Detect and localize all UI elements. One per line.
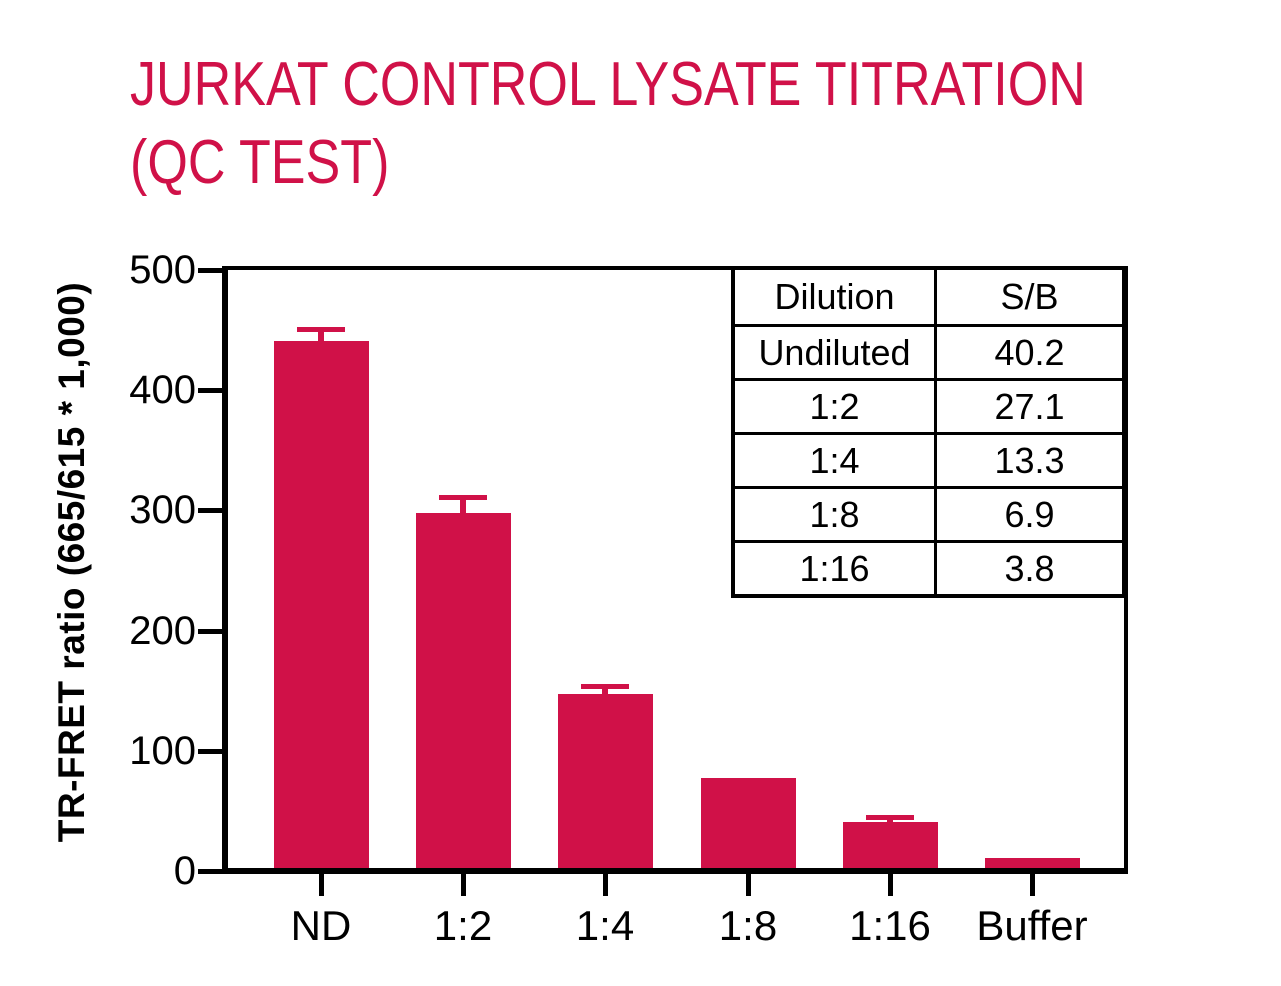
y-tick-mark-500	[198, 268, 222, 273]
y-tick-mark-400	[198, 388, 222, 393]
error-bar-stem-ND	[318, 329, 324, 343]
y-tick-label-0: 0	[173, 849, 196, 893]
chart-title-line-1: JURKAT CONTROL LYSATE TITRATION	[130, 50, 1086, 119]
bar-ND	[273, 341, 369, 868]
error-bar-stem-1:2	[460, 497, 466, 515]
x-tick-mark-Buffer	[1030, 874, 1035, 896]
error-bar-cap-1:2	[439, 495, 487, 500]
x-tick-label-1:2: 1:2	[433, 902, 493, 949]
table-sb-1:2: 27.1	[934, 378, 1122, 432]
bar-1:8	[700, 778, 796, 868]
y-tick-label-100: 100	[129, 729, 196, 773]
table-sb-1:4: 13.3	[934, 432, 1122, 486]
table-dilution-1:8: 1:8	[735, 486, 934, 540]
x-tick-mark-1:8	[746, 874, 751, 896]
bar-Buffer	[984, 858, 1080, 868]
error-bar-cap-1:4	[581, 684, 629, 689]
error-bar-stem-1:16	[887, 817, 893, 824]
error-bar-stem-1:4	[602, 686, 608, 696]
x-tick-mark-1:16	[888, 874, 893, 896]
bar-1:16	[842, 822, 938, 868]
bar-1:2	[415, 513, 511, 868]
y-tick-mark-0	[198, 869, 222, 874]
error-bar-cap-ND	[297, 327, 345, 332]
x-tick-label-1:8: 1:8	[718, 902, 778, 949]
x-tick-mark-ND	[319, 874, 324, 896]
y-tick-label-300: 300	[129, 488, 196, 532]
x-tick-mark-1:2	[461, 874, 466, 896]
table-sb-Undiluted: 40.2	[934, 324, 1122, 378]
table-dilution-1:16: 1:16	[735, 540, 934, 594]
table-dilution-1:2: 1:2	[735, 378, 934, 432]
y-tick-mark-200	[198, 629, 222, 634]
x-tick-label-ND: ND	[290, 902, 352, 949]
plot-area-frame	[222, 266, 1128, 874]
table-header-S/B: S/B	[934, 270, 1122, 324]
table-sb-1:16: 3.8	[934, 540, 1122, 594]
table-dilution-Undiluted: Undiluted	[735, 324, 934, 378]
y-tick-mark-300	[198, 508, 222, 513]
chart-title: JURKAT CONTROL LYSATE TITRATION (QC TEST…	[130, 46, 1086, 202]
x-tick-label-Buffer: Buffer	[976, 902, 1088, 949]
y-tick-label-400: 400	[129, 368, 196, 412]
table-sb-1:8: 6.9	[934, 486, 1122, 540]
y-tick-mark-100	[198, 749, 222, 754]
x-tick-label-1:4: 1:4	[575, 902, 635, 949]
table-header-Dilution: Dilution	[735, 270, 934, 324]
y-tick-label-500: 500	[129, 248, 196, 292]
error-bar-cap-1:16	[866, 815, 914, 820]
table-dilution-1:4: 1:4	[735, 432, 934, 486]
x-tick-label-1:16: 1:16	[849, 902, 931, 949]
x-tick-mark-1:4	[603, 874, 608, 896]
dilution-sb-table: Dilution S/B Undiluted 40.2 1:2 27.1 1:4 13.3 1:…	[731, 266, 1126, 598]
bar-1:4	[557, 694, 653, 868]
chart-title-line-2: (QC TEST)	[130, 128, 390, 197]
y-tick-label-200: 200	[129, 609, 196, 653]
